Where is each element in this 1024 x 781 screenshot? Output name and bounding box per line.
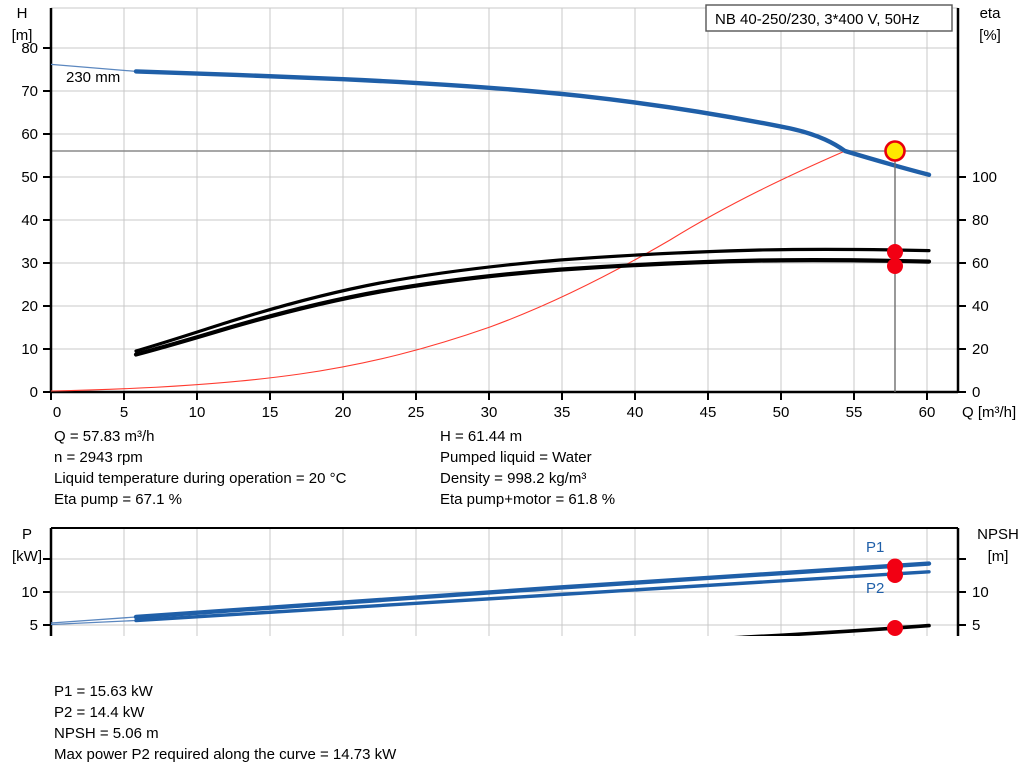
duty-dot-eta-pump [887, 244, 903, 260]
top-chart-y2-ticks [958, 176, 966, 393]
x-tick-55: 55 [846, 404, 863, 421]
top-chart-x-ticks [50, 392, 928, 400]
y-tick-70: 70 [21, 83, 38, 100]
top-chart-x-axis-title: Q [m³/h] [962, 404, 1016, 421]
top-chart-y2-tick-labels: 0 20 40 60 80 100 [972, 169, 997, 401]
duty-dot-eta-pump-motor [887, 258, 903, 274]
eta-pump-motor-curve [133, 258, 932, 357]
info-npsh: NPSH = 5.06 m [54, 725, 159, 742]
impeller-diameter-label: 230 mm [66, 69, 120, 86]
info-eta-pump-motor: Eta pump+motor = 61.8 % [440, 491, 616, 508]
eta-tick-60: 60 [972, 255, 989, 272]
x-tick-45: 45 [700, 404, 717, 421]
x-tick-40: 40 [627, 404, 644, 421]
duty-dot-npsh [887, 620, 903, 636]
p1-series-label: P1 [866, 539, 884, 556]
bottom-chart-y2-axis-title-line1: NPSH [977, 526, 1019, 543]
y-tick-40: 40 [21, 212, 38, 229]
p2-series-label: P2 [866, 580, 884, 597]
x-tick-30: 30 [481, 404, 498, 421]
duty-point-info-left: Q = 57.83 m³/h n = 2943 rpm Liquid tempe… [54, 426, 346, 510]
duty-dot-p2 [887, 567, 903, 583]
x-tick-60: 60 [919, 404, 936, 421]
y-tick-50: 50 [21, 169, 38, 186]
bottom-chart-y-axis-title-line2: [kW] [12, 548, 42, 565]
x-tick-5: 5 [120, 404, 128, 421]
top-chart-y-axis-title-line1: H [17, 5, 28, 22]
head-curve-extension [50, 63, 137, 73]
eta-tick-80: 80 [972, 212, 989, 229]
bottom-chart-y-ticks [43, 558, 51, 626]
y-tick-30: 30 [21, 255, 38, 272]
bottom-chart-y-tick-labels: 0 5 10 [21, 584, 38, 634]
x-tick-15: 15 [262, 404, 279, 421]
info-q: Q = 57.83 m³/h [54, 428, 155, 445]
p1-curve [133, 561, 932, 620]
y-tick-80: 80 [21, 40, 38, 57]
info-speed: n = 2943 rpm [54, 449, 143, 466]
x-tick-35: 35 [554, 404, 571, 421]
power-npsh-chart: 0 5 10 P [kW] 0 5 10 NPSH [m] [12, 526, 1019, 636]
eta-tick-40: 40 [972, 298, 989, 315]
info-pumped-liquid: Pumped liquid = Water [440, 449, 592, 466]
top-chart-y-axis-title-line2: [m] [12, 27, 33, 44]
bottom-chart-vertical-gridlines [50, 528, 928, 636]
aux-red-curve [50, 150, 846, 392]
y-tick-60: 60 [21, 126, 38, 143]
eta-tick-100: 100 [972, 169, 997, 186]
info-max-power: Max power P2 required along the curve = … [54, 746, 397, 763]
bottom-chart-y2-ticks [958, 558, 966, 626]
top-chart-y-tick-labels: 0 10 20 30 40 50 60 70 80 [21, 40, 38, 401]
info-eta-pump: Eta pump = 67.1 % [54, 491, 182, 508]
x-tick-0: 0 [53, 404, 61, 421]
top-chart-x-tick-labels: 0 5 10 15 20 25 30 35 40 45 50 55 60 [53, 404, 936, 421]
info-p1: P1 = 15.63 kW [54, 683, 153, 700]
x-tick-10: 10 [189, 404, 206, 421]
info-p2: P2 = 14.4 kW [54, 704, 145, 721]
p-tick-5: 5 [30, 617, 38, 634]
bottom-chart-y2-axis-title-line2: [m] [988, 548, 1009, 565]
x-tick-50: 50 [773, 404, 790, 421]
x-tick-25: 25 [408, 404, 425, 421]
npsh-curve [732, 623, 931, 636]
p2-curve [134, 570, 931, 623]
power-info-block: P1 = 15.63 kW P2 = 14.4 kW NPSH = 5.06 m… [54, 681, 396, 765]
eta-tick-20: 20 [972, 341, 989, 358]
duty-point-marker[interactable] [884, 140, 906, 162]
bottom-chart-y-axis-title-line1: P [22, 526, 32, 543]
head-curve [133, 69, 932, 177]
info-density: Density = 998.2 kg/m³ [440, 470, 587, 487]
p-tick-10: 10 [21, 584, 38, 601]
top-chart-y2-axis-title-line1: eta [980, 5, 1002, 22]
top-chart-y2-axis-title-line2: [%] [979, 27, 1001, 44]
top-chart-vertical-gridlines [50, 8, 928, 392]
title-box-label: NB 40-250/230, 3*400 V, 50Hz [715, 11, 920, 28]
title-box: NB 40-250/230, 3*400 V, 50Hz [705, 4, 953, 32]
p1-curve-extension [50, 616, 137, 624]
duty-point-info-right: H = 61.44 m Pumped liquid = Water Densit… [440, 426, 615, 510]
npsh-tick-10: 10 [972, 584, 989, 601]
bottom-chart-y2-tick-labels: 0 5 10 [972, 584, 989, 634]
y-tick-10: 10 [21, 341, 38, 358]
head-eta-chart: 0 10 20 30 40 50 60 70 80 H [m] 0 20 40 … [12, 4, 1016, 421]
info-h: H = 61.44 m [440, 428, 523, 445]
info-liquid-temperature: Liquid temperature during operation = 20… [54, 470, 347, 487]
y-tick-0: 0 [30, 384, 38, 401]
top-chart-horizontal-gridlines [51, 7, 958, 350]
npsh-tick-5: 5 [972, 617, 980, 634]
y-tick-20: 20 [21, 298, 38, 315]
top-chart-y-ticks [43, 47, 51, 393]
p2-curve-extension [50, 619, 137, 626]
x-tick-20: 20 [335, 404, 352, 421]
eta-pump-curve [134, 247, 931, 353]
eta-tick-0: 0 [972, 384, 980, 401]
